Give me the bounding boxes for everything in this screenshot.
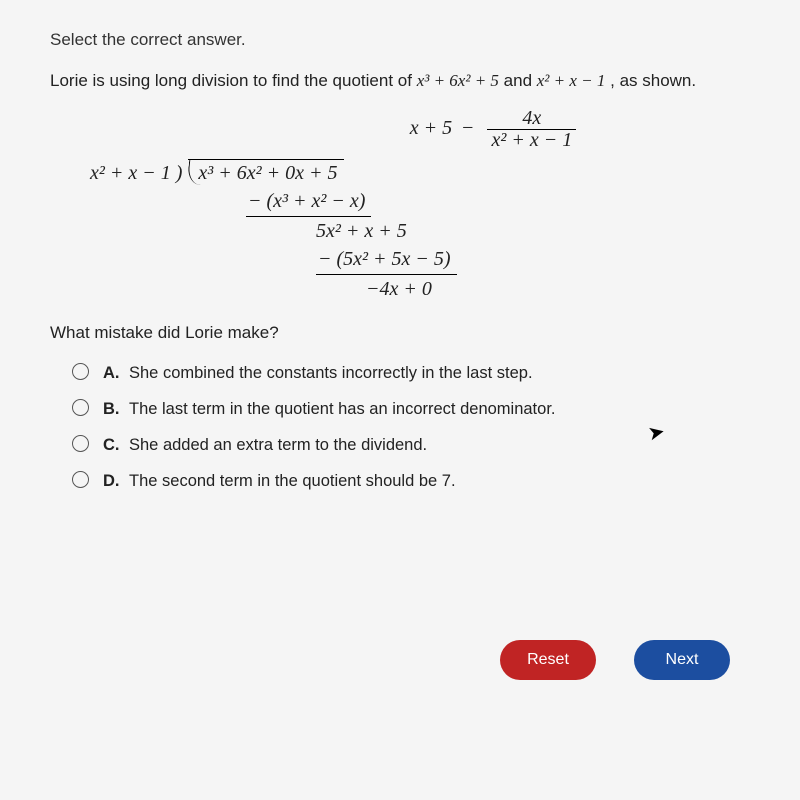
choice-text: She added an extra term to the dividend. bbox=[129, 436, 427, 455]
radio-icon[interactable] bbox=[72, 435, 89, 452]
long-division-work: x² + x − 1 ) x³ + 6x² + 0x + 5 − (x³ + x… bbox=[90, 159, 760, 303]
quotient-minus: − bbox=[462, 117, 473, 139]
quotient-expression: x + 5 − 4x x² + x − 1 bbox=[230, 108, 760, 151]
divisor-expression: x² + x − 1 bbox=[537, 71, 606, 90]
reset-button[interactable]: Reset bbox=[500, 640, 596, 680]
prompt-mid: and bbox=[504, 71, 537, 90]
choice-label: A. bbox=[103, 364, 129, 383]
choice-label: B. bbox=[103, 400, 129, 419]
quotient-term1: x + 5 bbox=[410, 117, 452, 139]
question-prompt: Lorie is using long division to find the… bbox=[50, 68, 760, 94]
sub-question: What mistake did Lorie make? bbox=[50, 323, 760, 343]
quotient-fraction: 4x x² + x − 1 bbox=[487, 108, 576, 151]
choice-text: She combined the constants incorrectly i… bbox=[129, 364, 533, 383]
dividend-expression: x³ + 6x² + 5 bbox=[417, 71, 499, 90]
choice-text: The last term in the quotient has an inc… bbox=[129, 400, 556, 419]
fraction-denominator: x² + x − 1 bbox=[487, 129, 576, 151]
choice-b[interactable]: B. The last term in the quotient has an … bbox=[72, 397, 760, 419]
next-button[interactable]: Next bbox=[634, 640, 730, 680]
choice-d[interactable]: D. The second term in the quotient shoul… bbox=[72, 469, 760, 491]
ld-divisor: x² + x − 1 ) bbox=[90, 159, 188, 187]
ld-step2: 5x² + x + 5 bbox=[316, 217, 760, 245]
choice-label: C. bbox=[103, 436, 129, 455]
fraction-numerator: 4x bbox=[487, 108, 576, 129]
radio-icon[interactable] bbox=[72, 471, 89, 488]
choice-label: D. bbox=[103, 472, 129, 491]
prompt-suffix: , as shown. bbox=[610, 71, 696, 90]
instruction: Select the correct answer. bbox=[50, 30, 760, 50]
choice-text: The second term in the quotient should b… bbox=[129, 472, 456, 491]
radio-icon[interactable] bbox=[72, 399, 89, 416]
ld-step4: −4x + 0 bbox=[366, 275, 760, 303]
ld-step1: − (x³ + x² − x) bbox=[246, 187, 371, 217]
radio-icon[interactable] bbox=[72, 363, 89, 380]
choice-a[interactable]: A. She combined the constants incorrectl… bbox=[72, 361, 760, 383]
ld-step3: − (5x² + 5x − 5) bbox=[316, 245, 457, 275]
prompt-prefix: Lorie is using long division to find the… bbox=[50, 71, 417, 90]
button-bar: Reset Next bbox=[500, 640, 730, 680]
ld-dividend: x³ + 6x² + 0x + 5 bbox=[188, 159, 343, 184]
